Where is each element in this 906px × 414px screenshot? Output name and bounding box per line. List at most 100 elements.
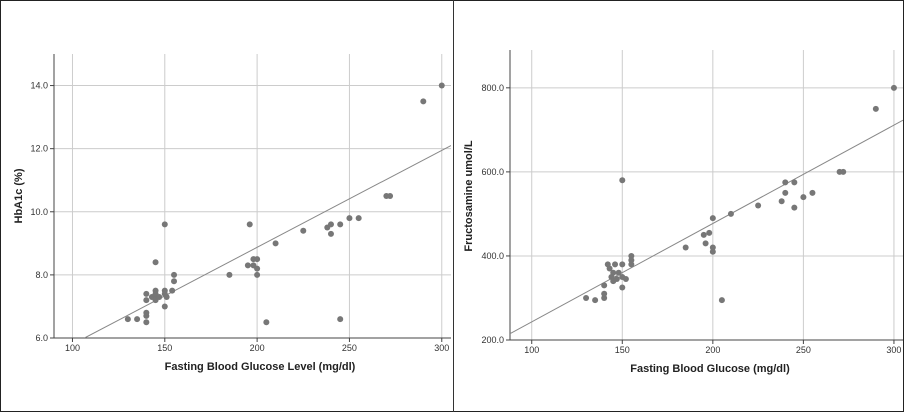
fructosamine-data-point [628,257,635,264]
fructosamine-data-point [872,105,879,112]
fructosamine-data-point [782,189,789,196]
fructosamine-data-point [709,244,716,251]
hba1c-data-point [161,303,168,310]
fructosamine-x-tick-label: 300 [886,345,901,355]
fructosamine-y-tick-label: 800.0 [481,83,504,93]
hba1c-x-tick-label: 200 [250,343,265,353]
hba1c-data-point [169,287,176,294]
hba1c-data-point [171,271,178,278]
hba1c-data-point [161,221,168,228]
fructosamine-data-point [727,210,734,217]
hba1c-data-point [327,230,334,237]
hba1c-data-point [152,259,159,266]
hba1c-data-point [246,221,253,228]
hba1c-data-point [143,297,150,304]
hba1c-data-point [254,256,261,263]
hba1c-data-point [254,265,261,272]
hba1c-data-point [346,215,353,222]
fructosamine-data-point [619,284,626,291]
fructosamine-y-tick-label: 600.0 [481,167,504,177]
fructosamine-data-point [619,177,626,184]
hba1c-data-point [143,309,150,316]
hba1c-data-point [171,278,178,285]
hba1c-data-point [337,221,344,228]
fructosamine-data-point [791,204,798,211]
fructosamine-data-point [718,297,725,304]
hba1c-data-point [143,319,150,326]
hba1c-x-tick-label: 300 [434,343,449,353]
fructosamine-data-point [682,244,689,251]
hba1c-scatter-panel: Fasting Blood Glucose Level (mg/dl) HbA1… [13,54,451,373]
fructosamine-data-point [610,269,617,276]
fructosamine-data-point [612,261,619,268]
fructosamine-x-tick-label: 200 [705,345,720,355]
fructosamine-data-point [601,294,608,301]
fructosamine-data-point [782,179,789,186]
fructosamine-x-tick-label: 150 [615,345,630,355]
hba1c-data-point [254,271,261,278]
hba1c-data-point [244,262,251,269]
fructosamine-data-point [755,202,762,209]
hba1c-y-tick-label: 12.0 [30,144,48,154]
fructosamine-data-point [709,248,716,255]
fructosamine-data-point [800,194,807,201]
hba1c-x-tick-label: 150 [157,343,172,353]
hba1c-data-point [156,293,163,300]
hba1c-data-point [143,290,150,297]
fructosamine-data-point [628,252,635,259]
hba1c-data-point [438,82,445,89]
fructosamine-data-point [709,215,716,222]
hba1c-x-tick-label: 100 [65,343,80,353]
hba1c-data-point [134,316,141,323]
fructosamine-data-point [622,276,629,283]
fructosamine-x-tick-label: 100 [524,345,539,355]
fructosamine-data-point [628,261,635,268]
fructosamine-data-point [890,84,897,91]
fructosamine-data-point [778,198,785,205]
hba1c-data-point [124,316,131,323]
hba1c-data-point [420,98,427,105]
hba1c-y-tick-label: 8.0 [35,270,48,280]
fructosamine-data-point [809,189,816,196]
fructosamine-y-tick-label: 200.0 [481,335,504,345]
fructosamine-data-point [840,168,847,175]
fructosamine-data-point [619,261,626,268]
hba1c-data-point [163,293,170,300]
hba1c-x-axis-title: Fasting Blood Glucose Level (mg/dl) [165,361,356,373]
fructosamine-data-point [615,269,622,276]
hba1c-y-tick-label: 6.0 [35,333,48,343]
fructosamine-data-point [791,179,798,186]
fructosamine-data-point [592,297,599,304]
fructosamine-scatter-panel: Fasting Blood Glucose (mg/dl) Fructosami… [463,50,903,375]
fructosamine-data-point [583,294,590,301]
hba1c-data-point [387,193,394,199]
hba1c-x-tick-label: 250 [342,343,357,353]
hba1c-y-tick-label: 14.0 [30,81,48,91]
hba1c-data-point [272,240,279,247]
fructosamine-y-tick-label: 400.0 [481,251,504,261]
hba1c-data-point [300,227,307,234]
hba1c-data-point [226,271,233,278]
hba1c-data-point [263,319,270,326]
fructosamine-data-point [601,282,608,289]
fructosamine-data-point [606,265,613,272]
hba1c-y-axis-title: HbA1c (%) [13,168,25,223]
hba1c-y-tick-label: 10.0 [30,207,48,217]
panel-divider [453,0,454,412]
fructosamine-data-point [706,229,713,236]
fructosamine-data-point [702,240,709,247]
fructosamine-y-axis-title: Fructosamine umol/L [463,140,475,252]
fructosamine-data-point [613,276,620,283]
fructosamine-x-axis-title: Fasting Blood Glucose (mg/dl) [630,363,790,375]
fructosamine-data-point [601,290,608,297]
hba1c-data-point [337,316,344,323]
fructosamine-fit-line [510,119,903,335]
hba1c-data-point [355,215,362,222]
hba1c-data-point [327,221,334,228]
fructosamine-x-tick-label: 250 [796,345,811,355]
hba1c-data-point [161,287,168,294]
hba1c-fit-line [84,145,451,338]
fructosamine-data-point [700,231,707,238]
